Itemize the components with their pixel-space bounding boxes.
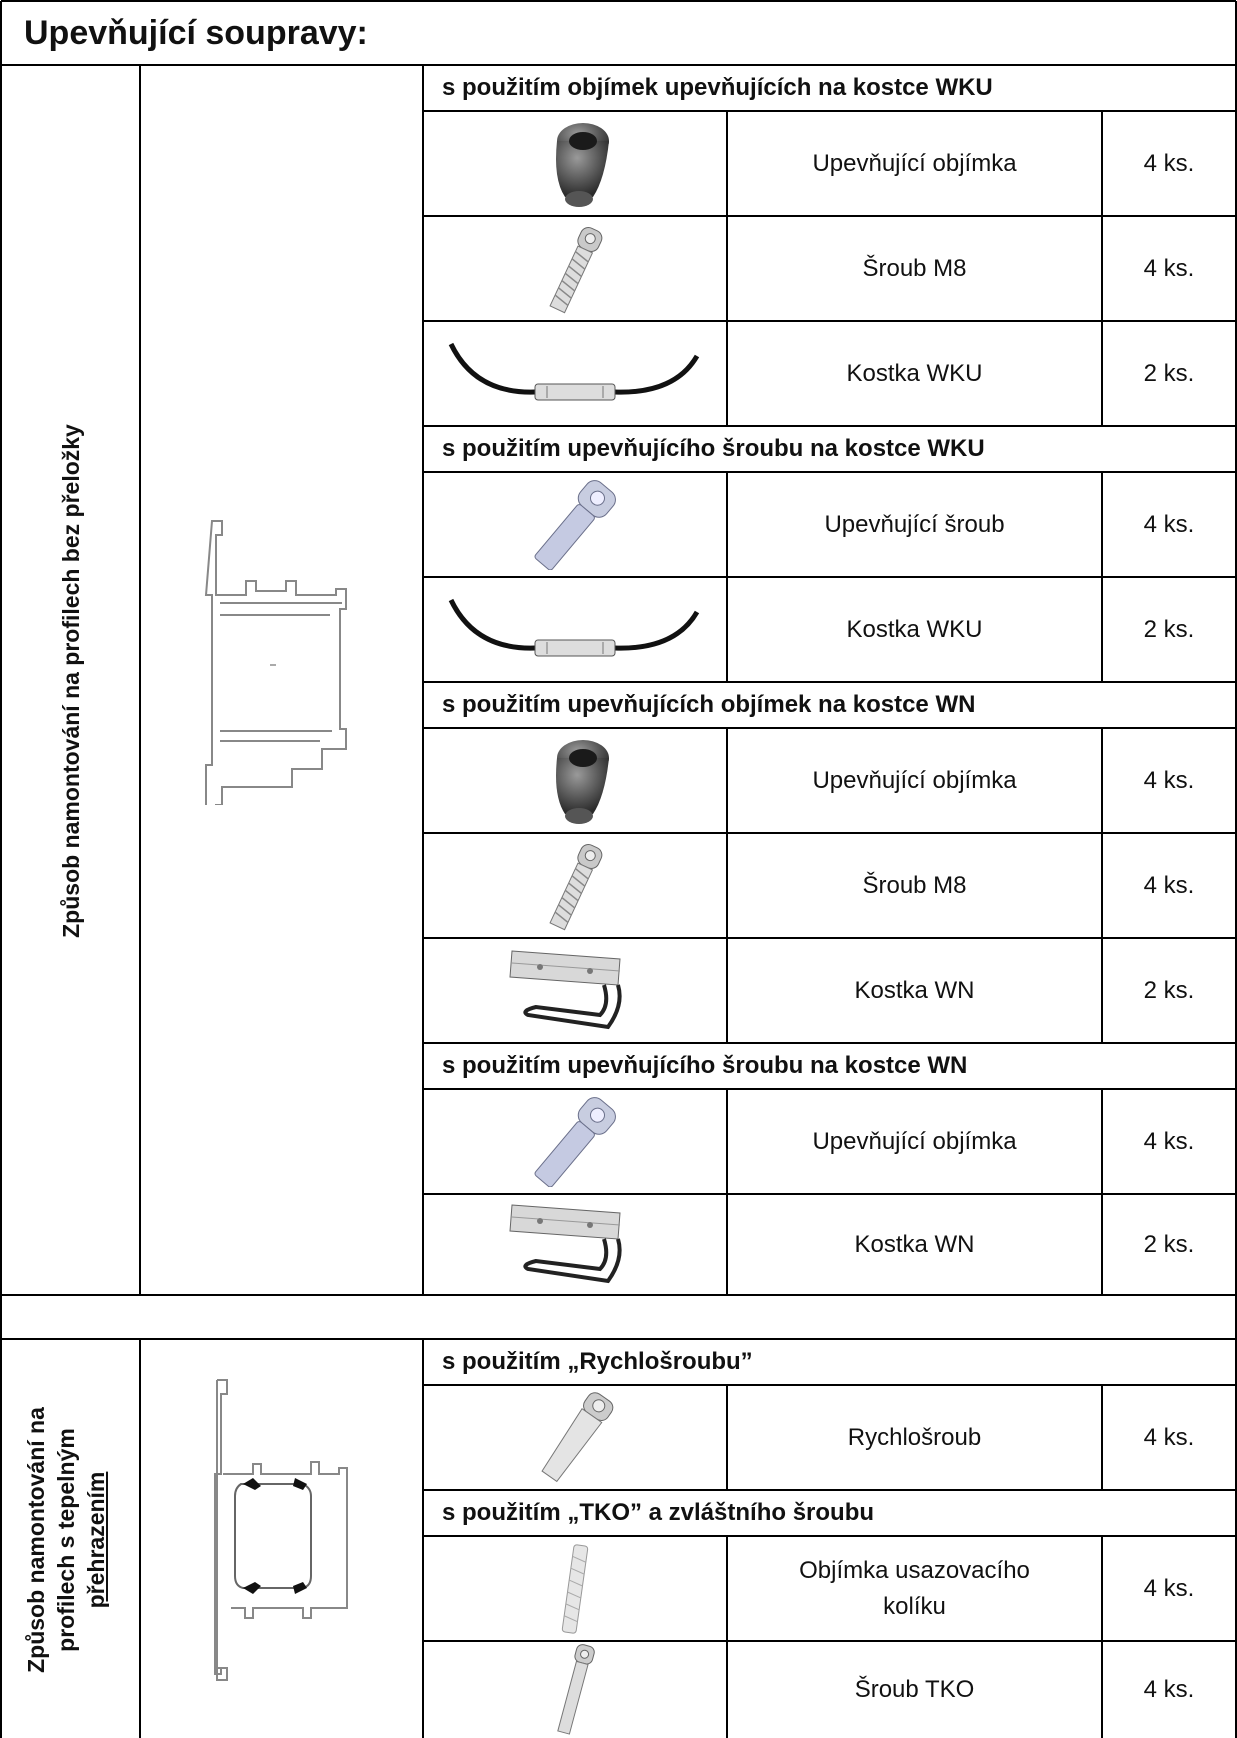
- wku-block-icon: [448, 598, 700, 656]
- item-name: Kostka WN: [854, 976, 975, 1004]
- item-qty: 4 ks.: [1143, 766, 1195, 794]
- fixing-screw-icon: [534, 479, 616, 570]
- item-image-cell: [424, 1386, 726, 1489]
- section2-group-1-heading: s použitím „Rychlošroubu”: [442, 1348, 753, 1375]
- sleeve-icon: [556, 122, 609, 207]
- wn-block-icon: [509, 1203, 622, 1283]
- section2-side-cell: Způsob namontování na profilech s tepeln…: [2, 1340, 139, 1738]
- item-qty: 4 ks.: [1143, 1676, 1195, 1703]
- screw-m8-icon: [549, 843, 603, 930]
- section2-side-label-line-2: profilech s tepelným: [53, 1428, 79, 1652]
- section2-side-label-line-1: Způsob namontování na: [23, 1407, 49, 1673]
- item-name: Šroub M8: [862, 254, 967, 282]
- item-image-cell: [424, 1090, 726, 1193]
- item-name: Objímka usazovacího kolíku: [799, 1556, 1030, 1620]
- item-qty: 2 ks.: [1143, 1230, 1195, 1258]
- item-qty: 4 ks.: [1143, 149, 1195, 177]
- profile-with-thermal-break-icon: [213, 1379, 348, 1681]
- item-qty: 2 ks.: [1143, 976, 1195, 1004]
- page-title: Upevňující soupravy:: [24, 13, 368, 52]
- dowel-sleeve-icon: [561, 1543, 589, 1634]
- item-qty: 4 ks.: [1143, 510, 1195, 538]
- item-image-cell: [424, 217, 726, 320]
- item-qty: 4 ks.: [1143, 1574, 1195, 1602]
- section2-profile-cell: [141, 1340, 422, 1738]
- item-name: Upevňující objímka: [812, 1127, 1017, 1155]
- item-image-cell: [424, 1195, 726, 1294]
- section1-side-label: Způsob namontování na profilech bez přel…: [58, 424, 84, 938]
- item-name: Šroub M8: [862, 871, 967, 899]
- item-qty: 4 ks.: [1143, 1127, 1195, 1155]
- item-qty: 2 ks.: [1143, 615, 1195, 643]
- section1-group-1-heading: s použitím objímek upevňujících na kostc…: [442, 74, 993, 101]
- quick-screw-icon: [541, 1391, 614, 1482]
- item-image-cell: [424, 1537, 726, 1640]
- section1-side-cell: Způsob namontování na profilech bez přel…: [2, 66, 139, 1294]
- item-image-cell: [424, 473, 726, 576]
- item-image-cell: [424, 112, 726, 215]
- item-qty: 4 ks.: [1143, 871, 1195, 899]
- section2-side-label: Způsob namontování na profilech s tepeln…: [21, 1350, 121, 1730]
- section1-group-2-heading: s použitím upevňujícího šroubu na kostce…: [442, 435, 985, 462]
- screw-m8-icon: [549, 226, 603, 313]
- item-image-cell: [424, 939, 726, 1042]
- item-image-cell: [424, 1642, 726, 1738]
- item-image-cell: [424, 834, 726, 937]
- profile-without-overlap-icon: [204, 520, 347, 805]
- item-qty: 4 ks.: [1143, 1423, 1195, 1451]
- wn-block-icon: [509, 949, 622, 1029]
- item-name: Šroub TKO: [854, 1676, 975, 1703]
- fixing-screw-icon: [534, 1096, 616, 1187]
- item-name: Upevňující šroub: [824, 510, 1005, 538]
- item-name: Upevňující objímka: [812, 149, 1017, 177]
- section1-group-4-heading: s použitím upevňujícího šroubu na kostce…: [442, 1052, 968, 1079]
- item-name: Kostka WN: [854, 1230, 975, 1258]
- item-name: Rychlošroub: [847, 1423, 982, 1451]
- section2-side-label-line-3: přehrazením: [83, 1471, 109, 1609]
- section2-group-2-heading: s použitím „TKO” a zvláštního šroubu: [442, 1499, 875, 1526]
- item-name: Kostka WKU: [846, 615, 983, 643]
- section1-group-3-heading: s použitím upevňujících objímek na kostc…: [442, 691, 976, 718]
- section1-profile-cell: [141, 66, 422, 1294]
- item-image-cell: [424, 578, 726, 681]
- tko-screw-icon: [557, 1644, 595, 1735]
- item-qty: 4 ks.: [1143, 254, 1195, 282]
- item-name: Upevňující objímka: [812, 766, 1017, 794]
- item-image-cell: [424, 729, 726, 832]
- item-qty: 2 ks.: [1143, 359, 1195, 387]
- wku-block-icon: [448, 342, 700, 400]
- sleeve-icon: [556, 739, 609, 824]
- item-name: Kostka WKU: [846, 359, 983, 387]
- item-image-cell: [424, 322, 726, 425]
